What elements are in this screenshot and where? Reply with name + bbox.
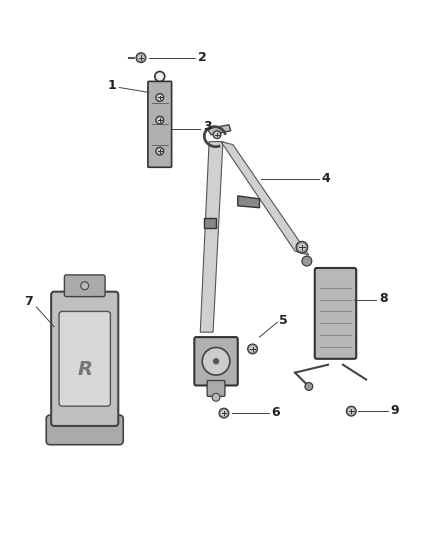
Circle shape <box>156 147 164 155</box>
Circle shape <box>250 346 255 352</box>
Circle shape <box>81 282 88 290</box>
FancyBboxPatch shape <box>59 311 110 406</box>
Text: 1: 1 <box>107 79 116 92</box>
Text: 7: 7 <box>25 295 33 308</box>
Text: 2: 2 <box>198 51 207 63</box>
Circle shape <box>349 408 354 414</box>
Text: 6: 6 <box>271 406 280 419</box>
Circle shape <box>138 55 144 60</box>
FancyBboxPatch shape <box>46 415 123 445</box>
Text: 5: 5 <box>279 314 288 327</box>
Text: 9: 9 <box>391 404 399 417</box>
Circle shape <box>305 383 313 390</box>
Circle shape <box>219 408 229 418</box>
FancyBboxPatch shape <box>51 292 118 426</box>
FancyBboxPatch shape <box>194 337 238 385</box>
FancyBboxPatch shape <box>315 268 356 359</box>
Circle shape <box>202 348 230 375</box>
FancyBboxPatch shape <box>148 82 172 167</box>
Circle shape <box>221 410 226 416</box>
FancyBboxPatch shape <box>207 381 225 397</box>
Circle shape <box>212 393 220 401</box>
FancyBboxPatch shape <box>64 275 105 296</box>
Circle shape <box>247 344 258 354</box>
Circle shape <box>302 256 312 266</box>
Circle shape <box>136 53 146 62</box>
Circle shape <box>158 149 162 154</box>
Text: 8: 8 <box>379 292 388 305</box>
Circle shape <box>158 95 162 100</box>
Polygon shape <box>238 196 259 208</box>
Circle shape <box>215 133 219 137</box>
Circle shape <box>156 116 164 124</box>
Circle shape <box>299 244 305 251</box>
Polygon shape <box>204 217 216 228</box>
Polygon shape <box>207 125 231 135</box>
Circle shape <box>296 241 308 253</box>
Polygon shape <box>200 142 223 332</box>
Circle shape <box>158 118 162 122</box>
Circle shape <box>346 406 356 416</box>
Text: R: R <box>77 360 92 378</box>
Text: 3: 3 <box>203 120 212 133</box>
Circle shape <box>213 131 221 139</box>
Text: 4: 4 <box>321 172 330 185</box>
Circle shape <box>156 93 164 101</box>
Circle shape <box>214 359 219 364</box>
Circle shape <box>155 71 165 82</box>
Polygon shape <box>221 142 309 255</box>
